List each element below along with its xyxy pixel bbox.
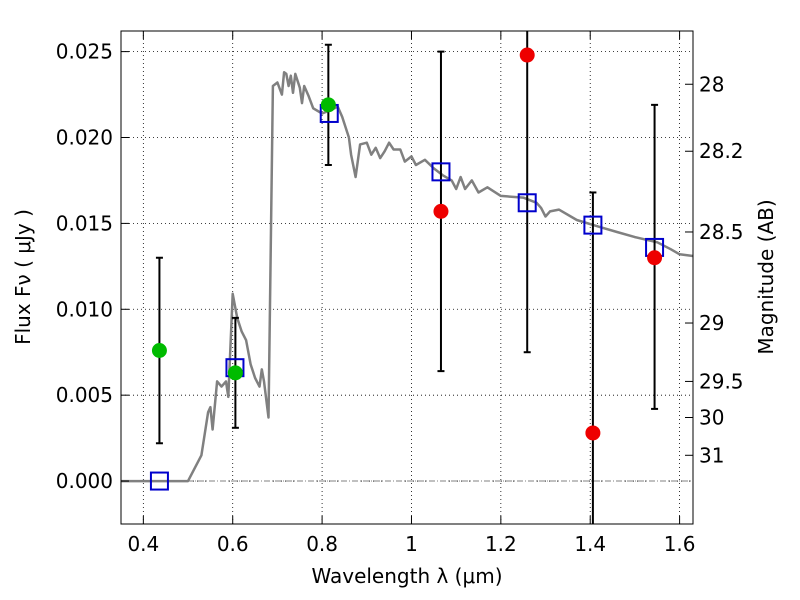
measured-flux-point xyxy=(227,365,243,381)
model-photometry-square xyxy=(583,215,603,235)
measured-flux-point xyxy=(151,343,167,359)
model-spectrum-line xyxy=(121,70,693,483)
magnitude-tick-label: 31 xyxy=(699,443,724,467)
x-tick-label: 1.2 xyxy=(485,532,517,556)
x-tick-label: 0.8 xyxy=(306,532,338,556)
x-axis-title: Wavelength λ (μm) xyxy=(311,564,502,588)
grid xyxy=(121,31,693,524)
magnitude-tick-label: 29.5 xyxy=(699,369,744,393)
x-tick-label: 0.6 xyxy=(217,532,249,556)
magnitude-tick-label: 28 xyxy=(699,72,724,96)
y-tick-label: 0.025 xyxy=(56,40,113,64)
x-tick-label: 1 xyxy=(405,532,418,556)
y-tick-label: 0.000 xyxy=(56,469,113,493)
nondetection-flux-point xyxy=(647,250,663,266)
measured-flux-point xyxy=(320,97,336,113)
x-tick-label: 1.6 xyxy=(664,532,696,556)
plot-frame xyxy=(120,30,694,525)
y-tick-label: 0.015 xyxy=(56,211,113,235)
model-photometry-square xyxy=(149,471,169,491)
y-tick-label: 0.005 xyxy=(56,383,113,407)
data-marks xyxy=(149,31,665,524)
magnitude-tick-label: 28.2 xyxy=(699,139,744,163)
y-tick-label: 0.010 xyxy=(56,297,113,321)
magnitude-tick-label: 30 xyxy=(699,405,724,429)
y-axis-title: Flux Fν ( μJy ) xyxy=(11,209,35,345)
nondetection-flux-point xyxy=(585,425,601,441)
y-tick-label: 0.020 xyxy=(56,126,113,150)
axis-ticks: 0.4 0.6 0.8 1 1.2 1.4 1.6 0.000 0.005 0.010 0.015 0… xyxy=(56,31,744,556)
x-tick-label: 0.4 xyxy=(127,532,159,556)
right-axis-title: Magnitude (AB) xyxy=(754,199,778,354)
x-tick-label: 1.4 xyxy=(574,532,606,556)
model-photometry-square xyxy=(431,162,451,182)
nondetection-flux-point xyxy=(519,47,535,63)
magnitude-tick-label: 29 xyxy=(699,311,724,335)
model-photometry-square xyxy=(517,193,537,213)
magnitude-tick-label: 28.5 xyxy=(699,220,744,244)
nondetection-flux-point xyxy=(433,203,449,219)
